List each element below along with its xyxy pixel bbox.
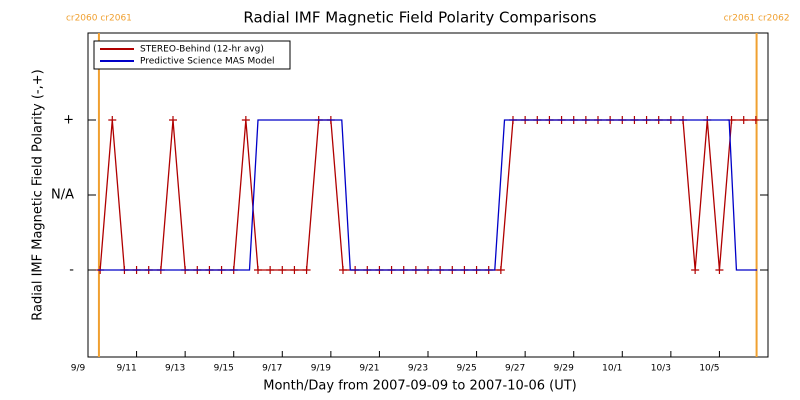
series-line (97, 119, 758, 271)
x-tick-label: 9/13 (165, 364, 185, 374)
x-tick-label: 9/11 (116, 364, 136, 374)
point-marker (108, 116, 117, 124)
legend-label: Predictive Science MAS Model (140, 57, 275, 67)
point-marker (302, 266, 311, 274)
x-tick-label: 9/29 (554, 364, 574, 374)
legend-box (93, 40, 291, 70)
x-axis-label: Month/Day from 2007-09-09 to 2007-10-06 … (263, 379, 576, 394)
point-marker (691, 266, 700, 274)
x-tick-label: 9/9 (71, 364, 86, 374)
y-tick-label: N/A (51, 188, 74, 203)
y-axis-label: Radial IMF Magnetic Field Polarity (-,+) (31, 69, 46, 320)
annotation: cr2060 cr2061 (66, 14, 132, 24)
point-marker (715, 266, 724, 274)
point-marker (266, 266, 275, 274)
x-tick-label: 9/15 (214, 364, 234, 374)
x-tick-label: 10/3 (651, 364, 671, 374)
x-tick-label: 9/25 (456, 364, 476, 374)
x-tick-label: 10/5 (699, 364, 719, 374)
y-tick-label: - (69, 263, 74, 278)
chart-title: Radial IMF Magnetic Field Polarity Compa… (243, 9, 596, 27)
point-marker (496, 266, 505, 274)
x-tick-label: 9/21 (359, 364, 379, 374)
x-tick-label: 9/19 (311, 364, 331, 374)
point-marker (241, 116, 250, 124)
legend-label: STEREO-Behind (12-hr avg) (140, 45, 264, 55)
point-marker (290, 266, 299, 274)
x-tick-label: 10/1 (602, 364, 622, 374)
point-marker (739, 116, 748, 124)
x-tick-label: 9/23 (408, 364, 428, 374)
x-tick-label: 9/27 (505, 364, 525, 374)
annotation: cr2061 cr2062 (724, 14, 790, 24)
y-tick-label: + (63, 113, 74, 128)
x-tick-label: 9/17 (262, 364, 282, 374)
point-marker (751, 116, 760, 124)
point-marker (339, 266, 347, 274)
point-marker (278, 266, 287, 274)
point-marker (254, 266, 262, 274)
point-marker (169, 116, 177, 124)
